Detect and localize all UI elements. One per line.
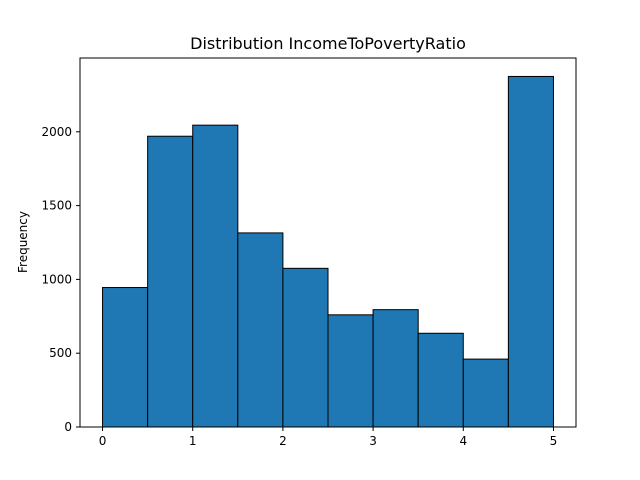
x-tick-label: 1: [189, 434, 197, 448]
x-tick-label: 4: [459, 434, 467, 448]
x-tick-label: 5: [550, 434, 558, 448]
histogram-bar: [282, 267, 329, 428]
histogram-bar: [327, 314, 374, 428]
histogram-bar: [417, 332, 464, 428]
y-tick-label: 2000: [41, 125, 72, 139]
histogram-bar: [102, 287, 149, 428]
chart-title: Distribution IncomeToPovertyRatio: [190, 34, 466, 53]
y-tick-label: 1500: [41, 199, 72, 213]
histogram-bar: [462, 358, 509, 428]
plot-frame: [79, 57, 577, 428]
y-tick-label: 500: [49, 346, 72, 360]
bars-group: [102, 75, 554, 428]
x-tick-label: 2: [279, 434, 287, 448]
histogram-bar: [507, 75, 554, 428]
y-tick-label: 0: [64, 420, 72, 434]
x-axis: 0 1 2 3 4 5: [99, 427, 558, 448]
histogram-bar: [372, 309, 419, 428]
y-axis: 0 500 1000 1500 2000: [41, 125, 80, 434]
y-axis-label: Frequency: [16, 211, 30, 273]
histogram-bar: [147, 135, 194, 428]
x-tick-label: 3: [369, 434, 377, 448]
y-tick-label: 1000: [41, 272, 72, 286]
x-tick-label: 0: [99, 434, 107, 448]
histogram-bar: [192, 124, 239, 428]
histogram-bar: [237, 232, 284, 428]
